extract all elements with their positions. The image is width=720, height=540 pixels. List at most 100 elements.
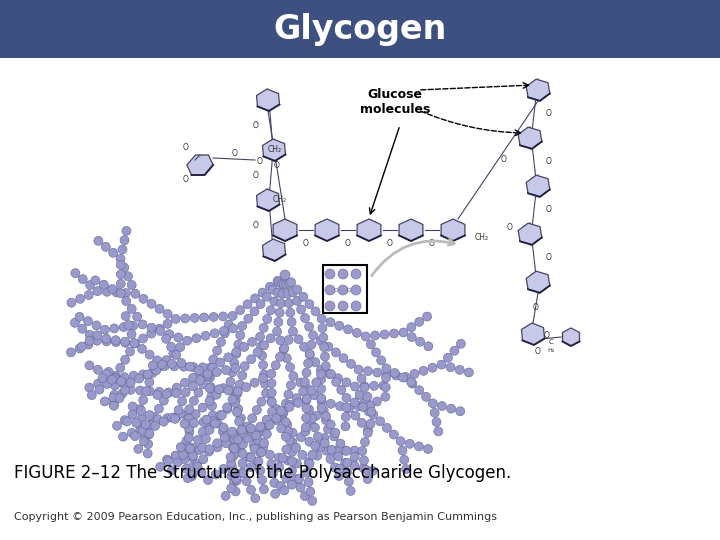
Polygon shape [263, 239, 286, 261]
Circle shape [270, 478, 279, 487]
Circle shape [216, 358, 225, 367]
Circle shape [326, 318, 335, 327]
Circle shape [199, 313, 209, 322]
Circle shape [120, 386, 130, 395]
Circle shape [120, 235, 129, 245]
Circle shape [432, 417, 441, 427]
Circle shape [293, 285, 302, 294]
Circle shape [325, 269, 335, 279]
Circle shape [287, 457, 297, 465]
Circle shape [158, 360, 167, 369]
Circle shape [345, 404, 354, 413]
Circle shape [266, 282, 274, 291]
Circle shape [303, 384, 312, 393]
Circle shape [285, 402, 294, 411]
Circle shape [102, 242, 110, 251]
Circle shape [110, 390, 119, 400]
Circle shape [276, 424, 286, 433]
Circle shape [84, 291, 94, 300]
Circle shape [71, 318, 79, 327]
Circle shape [228, 386, 238, 395]
Circle shape [260, 370, 269, 379]
Text: O: O [257, 158, 263, 166]
Text: O: O [253, 220, 259, 230]
Circle shape [351, 398, 359, 407]
Circle shape [141, 420, 150, 429]
Circle shape [317, 375, 325, 384]
Circle shape [419, 366, 428, 375]
Circle shape [250, 378, 259, 387]
Circle shape [398, 373, 408, 382]
Circle shape [323, 425, 333, 434]
Circle shape [231, 487, 240, 496]
Circle shape [256, 448, 264, 457]
Circle shape [326, 399, 336, 408]
Circle shape [150, 413, 158, 421]
Circle shape [272, 416, 281, 424]
Circle shape [167, 359, 176, 368]
Polygon shape [526, 271, 550, 293]
Circle shape [171, 451, 180, 460]
Circle shape [232, 474, 240, 483]
Circle shape [402, 464, 410, 474]
Text: FIGURE 2–12 The Structure of the Polysaccharide Glycogen.: FIGURE 2–12 The Structure of the Polysac… [14, 464, 511, 482]
Circle shape [294, 399, 302, 407]
Circle shape [282, 474, 291, 483]
Circle shape [206, 382, 215, 392]
Circle shape [332, 377, 341, 387]
Circle shape [341, 446, 350, 455]
Circle shape [120, 263, 129, 272]
Circle shape [308, 450, 317, 459]
Circle shape [342, 446, 351, 455]
Circle shape [222, 403, 232, 412]
Circle shape [142, 387, 150, 396]
Circle shape [227, 471, 236, 481]
Circle shape [111, 336, 120, 345]
Circle shape [228, 443, 238, 452]
Circle shape [202, 434, 210, 443]
Circle shape [144, 430, 153, 439]
Circle shape [260, 438, 269, 448]
Circle shape [213, 443, 222, 452]
Circle shape [274, 318, 283, 327]
Circle shape [240, 342, 248, 352]
Circle shape [284, 279, 294, 288]
Circle shape [100, 397, 109, 406]
Circle shape [339, 354, 348, 363]
Text: CH₂: CH₂ [268, 145, 282, 154]
Polygon shape [526, 79, 550, 101]
Circle shape [127, 329, 136, 339]
Circle shape [257, 397, 266, 406]
Circle shape [173, 458, 182, 467]
Circle shape [301, 423, 310, 432]
Circle shape [227, 459, 235, 468]
Circle shape [143, 440, 153, 449]
Circle shape [266, 450, 274, 459]
Circle shape [284, 335, 293, 345]
Circle shape [159, 396, 168, 405]
Circle shape [220, 433, 229, 442]
Circle shape [372, 348, 381, 357]
Circle shape [246, 453, 256, 462]
Circle shape [127, 305, 136, 313]
Circle shape [342, 403, 351, 412]
Circle shape [246, 463, 256, 471]
Circle shape [181, 411, 191, 420]
Circle shape [276, 352, 284, 361]
Circle shape [279, 280, 288, 289]
Circle shape [145, 377, 154, 387]
Circle shape [216, 410, 225, 420]
Circle shape [299, 387, 307, 396]
Text: O: O [546, 158, 552, 166]
Circle shape [382, 369, 391, 379]
Circle shape [256, 422, 265, 431]
Circle shape [233, 389, 242, 398]
Text: O: O [546, 110, 552, 118]
Circle shape [116, 289, 125, 298]
Circle shape [364, 367, 372, 375]
Circle shape [359, 456, 369, 465]
Circle shape [179, 362, 189, 371]
Circle shape [341, 422, 350, 431]
Text: C: C [549, 339, 554, 345]
Circle shape [438, 402, 446, 410]
